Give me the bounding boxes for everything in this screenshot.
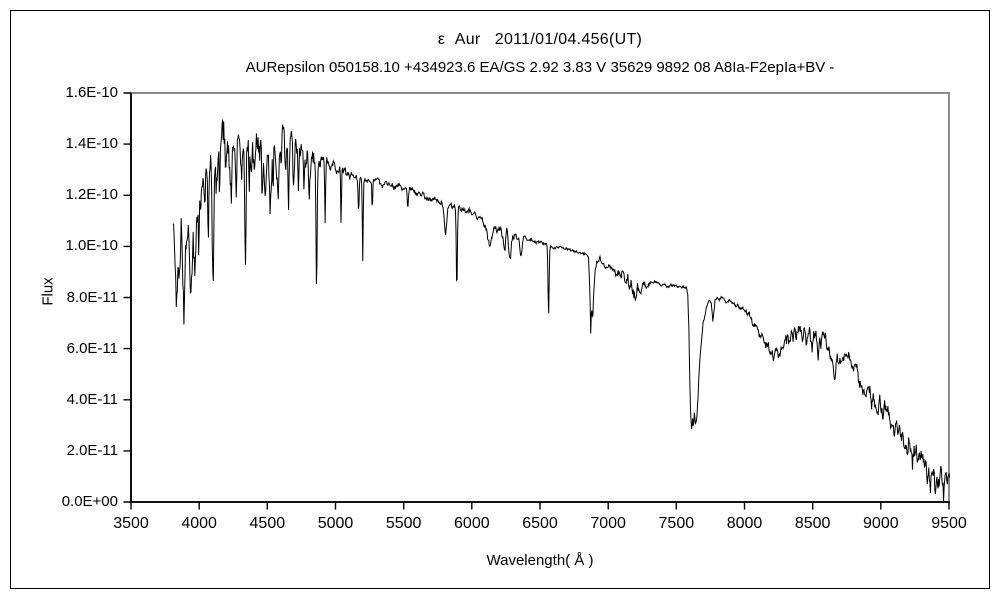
- y-tick-label: 6.0E-11: [66, 339, 118, 357]
- x-tick-label: 6000: [454, 515, 490, 532]
- x-tick-label: 4500: [249, 515, 286, 532]
- y-tick-label: 8.0E-11: [66, 288, 118, 306]
- x-tick-label: 3500: [113, 515, 149, 532]
- x-tick-label: 7500: [658, 515, 695, 532]
- x-tick-label: 6500: [522, 515, 558, 532]
- x-tick-label: 5500: [385, 515, 422, 532]
- y-tick-label: 1.6E-10: [65, 84, 118, 101]
- figure-border: [10, 10, 990, 589]
- y-tick-label: 2.0E-11: [66, 441, 118, 459]
- y-tick-label: 1.4E-10: [65, 135, 118, 153]
- x-tick-label: 9000: [863, 515, 899, 532]
- x-tick-label: 9500: [931, 515, 967, 532]
- axis-tick-marks: [123, 92, 950, 510]
- x-tick-label: 8000: [726, 515, 763, 532]
- x-tick-label: 7000: [590, 515, 626, 532]
- x-tick-label: 4000: [181, 515, 217, 532]
- x-tick-label: 8500: [794, 515, 831, 532]
- spectrum-curve: [172, 119, 951, 502]
- axes-lines: [130, 93, 950, 503]
- plot-frame: [130, 92, 950, 503]
- x-axis-label: Wavelength( Å ): [486, 552, 594, 569]
- chart-subtitle: AURepsilon 050158.10 +434923.6 EA/GS 2.9…: [245, 59, 835, 76]
- chart-title: ε Aur 2011/01/04.456(UT): [437, 31, 643, 48]
- y-tick-label: 1.0E-10: [65, 237, 118, 255]
- x-tick-label: 5000: [317, 515, 354, 532]
- y-tick-label: 4.0E-11: [66, 390, 118, 408]
- y-tick-label: 0.0E+00: [61, 493, 118, 510]
- y-tick-label: 1.2E-10: [65, 186, 118, 204]
